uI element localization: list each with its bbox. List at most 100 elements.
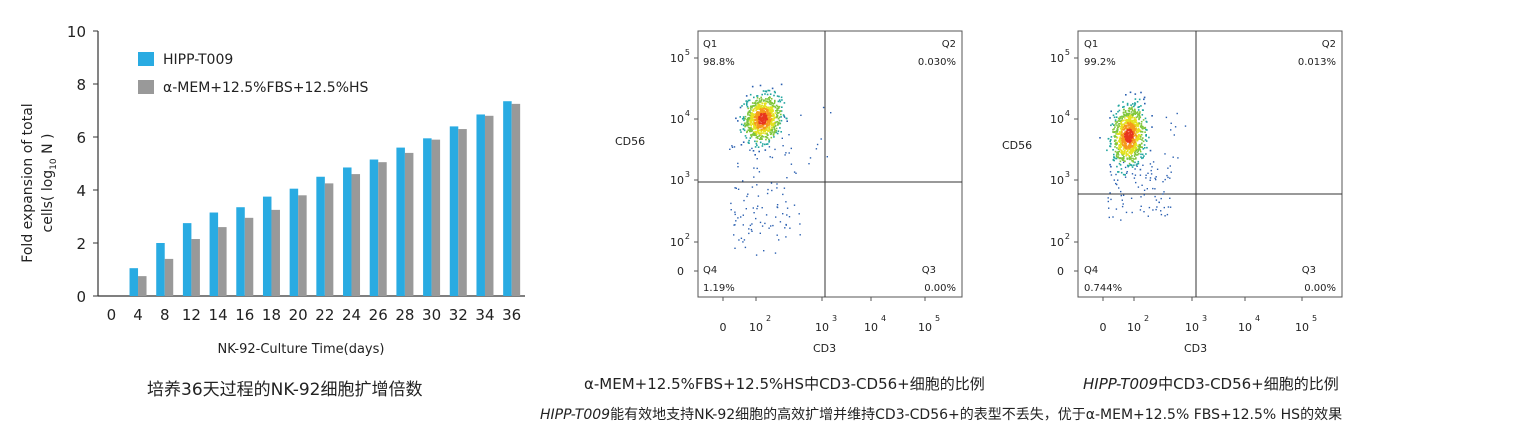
event-dot	[769, 116, 771, 119]
event-dot	[1130, 114, 1132, 117]
event-dot	[1120, 123, 1123, 126]
event-dot	[1125, 114, 1127, 117]
event-dot	[775, 127, 778, 130]
x-tick-label: 24	[342, 306, 361, 324]
event-dot	[1125, 138, 1127, 141]
event-dot	[765, 90, 768, 93]
event-dot	[737, 217, 739, 219]
event-dot	[754, 132, 756, 135]
event-dot	[748, 99, 751, 102]
event-dot	[1134, 151, 1136, 154]
event-dot	[754, 114, 757, 117]
event-dot	[744, 115, 747, 118]
event-dot	[1115, 130, 1118, 132]
event-dot	[778, 239, 780, 241]
event-dot	[766, 133, 768, 135]
event-dot	[780, 119, 783, 122]
event-dot	[1124, 147, 1127, 150]
event-dot	[1132, 103, 1134, 105]
event-dot	[759, 136, 762, 139]
event-dot	[1154, 195, 1156, 198]
event-dot	[1138, 122, 1141, 125]
event-dot	[1123, 138, 1126, 140]
event-dot	[747, 118, 750, 120]
event-dot	[1129, 123, 1132, 126]
event-dot	[777, 121, 779, 124]
event-dot	[760, 99, 763, 102]
event-dot	[1121, 136, 1124, 138]
event-dot	[1134, 123, 1137, 126]
x-tick-exp: 4	[881, 314, 886, 323]
event-dot	[1129, 108, 1131, 110]
event-dot	[743, 199, 745, 202]
event-dot	[772, 103, 775, 105]
event-dot	[1140, 153, 1142, 156]
event-dot	[789, 227, 791, 229]
event-dot	[1163, 206, 1165, 209]
event-dot	[1120, 119, 1123, 122]
event-dot	[755, 132, 758, 135]
event-dot	[758, 120, 760, 123]
event-dot	[790, 147, 792, 150]
event-dot	[1138, 144, 1141, 146]
event-dot	[1122, 161, 1125, 164]
event-dot	[754, 146, 757, 148]
event-dot	[1122, 144, 1124, 147]
event-dot	[1135, 129, 1138, 131]
event-dot	[775, 104, 778, 107]
event-dot	[1119, 148, 1121, 151]
event-dot	[766, 128, 768, 131]
y-tick-label: 2	[76, 235, 86, 253]
event-dot	[1125, 151, 1128, 153]
event-dot	[1126, 120, 1128, 123]
event-dot	[771, 106, 773, 109]
event-dot	[1132, 160, 1134, 162]
y-tick-label: 10	[1050, 174, 1064, 187]
event-dot	[758, 107, 761, 109]
legend-swatch-hipp	[138, 52, 154, 66]
x-tick-label: 18	[262, 306, 281, 324]
event-dot	[751, 134, 754, 136]
event-dot	[770, 136, 773, 139]
event-dot	[755, 134, 757, 136]
event-dot	[1115, 122, 1117, 125]
event-dot	[1133, 139, 1135, 141]
event-dot	[742, 180, 744, 182]
event-dot	[1133, 155, 1136, 157]
event-dot	[752, 105, 755, 107]
event-dot	[748, 117, 751, 119]
event-dot	[1141, 157, 1143, 160]
event-dot	[768, 124, 770, 126]
event-dot	[1140, 123, 1143, 125]
event-dot	[1125, 112, 1128, 115]
y-axis-label-prefix: cells( log	[40, 170, 56, 233]
event-dot	[744, 135, 747, 137]
event-dot	[776, 107, 778, 110]
event-dot	[1143, 127, 1145, 129]
event-dot	[820, 138, 822, 140]
event-dot	[1131, 137, 1134, 139]
event-dot	[773, 128, 776, 131]
event-dot	[1130, 143, 1132, 145]
event-dot	[1145, 135, 1147, 137]
event-dot	[1131, 120, 1133, 122]
event-dot	[775, 121, 777, 124]
legend-swatch-mem	[138, 80, 154, 94]
event-dot	[743, 129, 746, 132]
event-dot	[1140, 105, 1142, 107]
event-dot	[776, 120, 778, 123]
event-dot	[737, 166, 739, 168]
event-dot	[1123, 142, 1126, 145]
event-dot	[1135, 146, 1138, 149]
y-axis-label-line2: cells( log10 N )	[40, 134, 59, 233]
event-dot	[755, 217, 757, 220]
event-dot	[1124, 111, 1127, 113]
event-dot	[1128, 115, 1131, 118]
event-dot	[1116, 141, 1119, 144]
event-dot	[768, 97, 770, 99]
event-dot	[766, 93, 769, 96]
event-dot	[734, 224, 736, 226]
event-dot	[778, 99, 781, 101]
event-dot	[1132, 161, 1135, 163]
event-dot	[1114, 135, 1116, 137]
